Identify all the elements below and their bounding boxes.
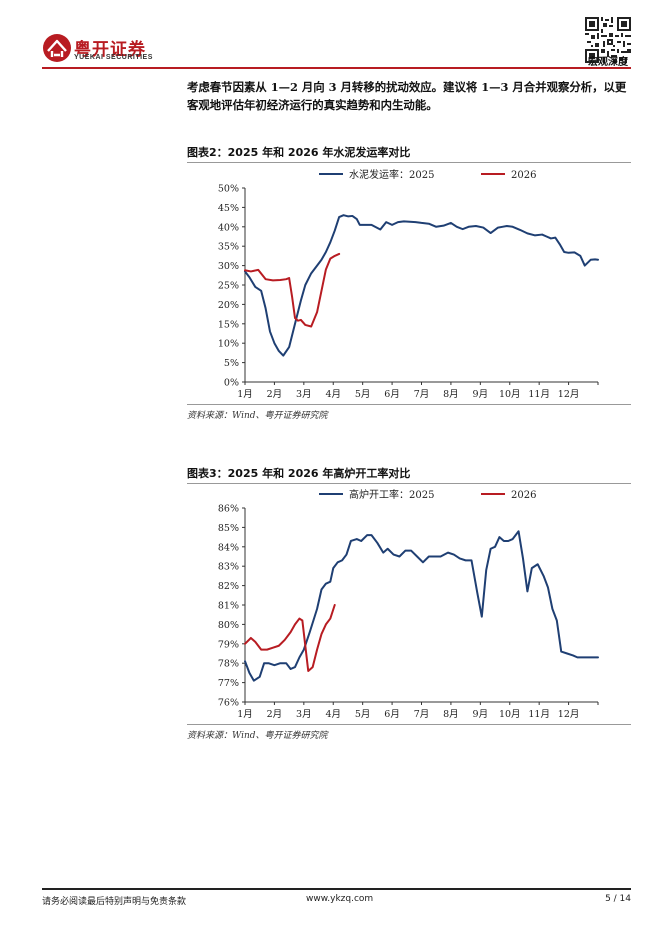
footer-divider <box>42 888 631 890</box>
series-line-2025 <box>244 214 599 357</box>
legend-label: 高炉开工率：2025 <box>349 488 434 501</box>
y-tick-label: 79% <box>218 639 239 650</box>
y-tick-label: 0% <box>224 378 239 389</box>
chart-title: 图表2：2025 年和 2026 年水泥发运率对比 <box>187 146 411 159</box>
y-tick-label: 76% <box>218 698 239 709</box>
x-tick-label: 1月 <box>237 709 253 720</box>
y-tick-label: 10% <box>218 339 239 350</box>
cement-shipment-rate-chart: 水泥发运率：2025 2026 0% 5% 10% 15% 20% 25% 30% 35% 40% 4… <box>218 168 599 400</box>
x-tick-label: 3月 <box>296 709 312 720</box>
chart-source: 资料来源：Wind、粤开证券研究院 <box>187 411 328 421</box>
body-paragraph: 考虑春节因素从 1—2 月向 3 月转移的扰动效应。建议将 1—3 月合并观察分… <box>187 80 627 112</box>
footer-disclaimer: 请务必阅读最后特别声明与免责条款 <box>42 897 187 907</box>
chart-bottom-divider <box>187 404 631 405</box>
x-tick-label: 6月 <box>384 709 400 720</box>
series-line-2026 <box>244 252 341 328</box>
y-tick-label: 86% <box>218 504 239 515</box>
x-tick-label: 3月 <box>296 389 312 400</box>
chart-title-divider <box>187 162 631 163</box>
x-tick-label: 6月 <box>384 389 400 400</box>
x-tick-label: 5月 <box>355 709 371 720</box>
footer-page-number: 5 / 14 <box>605 894 631 904</box>
y-tick-label: 78% <box>218 659 239 670</box>
x-tick-label: 9月 <box>473 389 489 400</box>
y-tick-label: 77% <box>218 678 239 689</box>
chart-title: 图表3：2025 年和 2026 年高炉开工率对比 <box>187 467 411 480</box>
brand-name-en: YUEKAI SECURITIES <box>74 54 153 61</box>
brand-logo: 粤开证券 YUEKAI SECURITIES <box>42 33 162 67</box>
header-divider <box>42 67 631 69</box>
y-tick-label: 35% <box>218 242 239 253</box>
x-tick-label: 12月 <box>558 709 580 720</box>
qr-code-icon <box>585 17 631 63</box>
legend-label: 2026 <box>511 170 536 181</box>
footer-website[interactable]: www.ykzq.com <box>306 894 374 904</box>
y-tick-label: 85% <box>218 523 239 534</box>
x-tick-label: 8月 <box>443 709 459 720</box>
x-tick-label: 1月 <box>237 389 253 400</box>
x-tick-label: 8月 <box>443 389 459 400</box>
y-tick-label: 30% <box>218 261 239 272</box>
legend-label: 水泥发运率：2025 <box>349 168 434 181</box>
section-label: 宏观深度 <box>588 57 628 68</box>
y-tick-label: 45% <box>218 203 239 214</box>
y-tick-label: 50% <box>218 184 239 195</box>
x-tick-label: 12月 <box>558 389 580 400</box>
x-tick-label: 5月 <box>355 389 371 400</box>
x-tick-label: 4月 <box>325 709 341 720</box>
x-tick-label: 7月 <box>414 709 430 720</box>
x-tick-label: 7月 <box>414 389 430 400</box>
x-tick-label: 10月 <box>499 709 521 720</box>
y-tick-label: 81% <box>218 601 239 612</box>
y-tick-label: 25% <box>218 281 239 292</box>
y-tick-label: 40% <box>218 222 239 233</box>
y-tick-label: 82% <box>218 581 239 592</box>
chart-source: 资料来源：Wind、粤开证券研究院 <box>187 731 328 741</box>
y-tick-label: 20% <box>218 300 239 311</box>
y-tick-label: 83% <box>218 562 239 573</box>
y-tick-label: 84% <box>218 542 239 553</box>
x-tick-label: 11月 <box>528 389 550 400</box>
chart-title-divider <box>187 483 631 484</box>
x-tick-label: 2月 <box>267 709 283 720</box>
x-tick-label: 4月 <box>325 389 341 400</box>
y-tick-label: 15% <box>218 319 239 330</box>
x-tick-label: 9月 <box>473 709 489 720</box>
y-tick-label: 80% <box>218 620 239 631</box>
y-tick-label: 5% <box>224 358 239 369</box>
blast-furnace-rate-chart: 高炉开工率：2025 2026 76% 77% 78% 79% 80% 81% 82% 83% 84… <box>218 488 599 720</box>
brand-name-cn: 粤开证券 <box>74 40 146 60</box>
x-tick-label: 11月 <box>528 709 550 720</box>
chart-bottom-divider <box>187 724 631 725</box>
series-line-2025 <box>244 530 599 682</box>
series-line-2026 <box>244 604 336 672</box>
x-tick-label: 10月 <box>499 389 521 400</box>
legend-label: 2026 <box>511 490 536 501</box>
brand-mark-icon <box>43 34 71 62</box>
x-tick-label: 2月 <box>267 389 283 400</box>
